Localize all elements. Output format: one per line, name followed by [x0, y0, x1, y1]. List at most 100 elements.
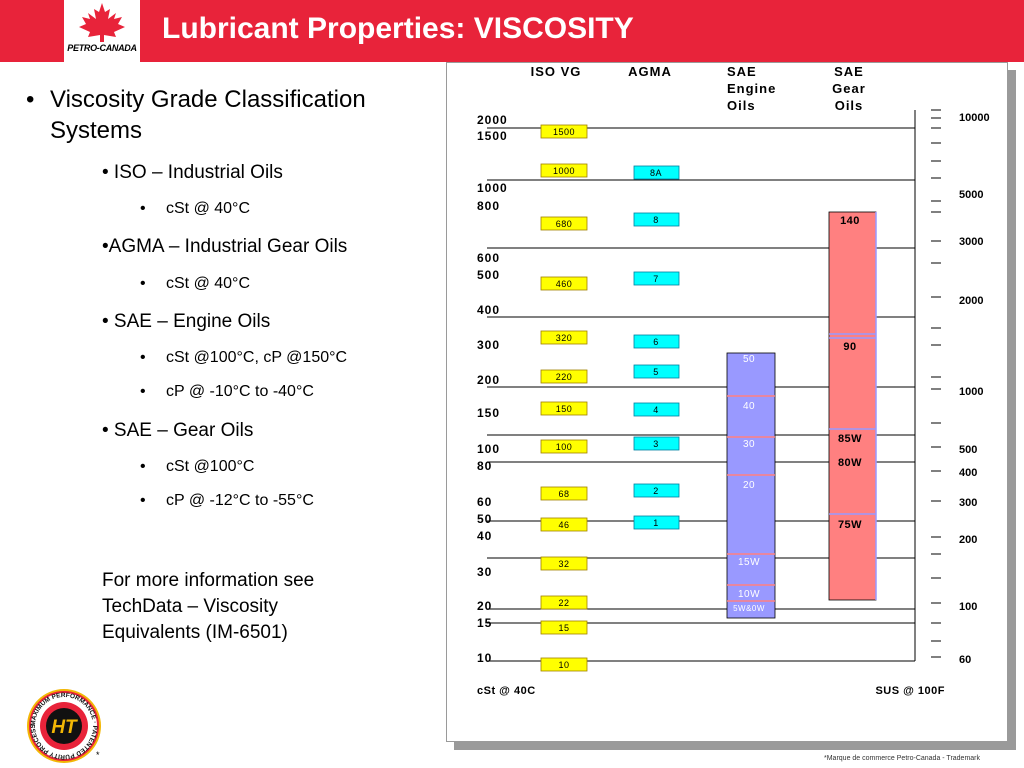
right-axis-tick-label: 1000	[959, 386, 983, 398]
badge-center-text: HT	[51, 717, 78, 738]
right-axis-tick-label: 200	[959, 534, 977, 546]
sae-engine-grade-label: 15W	[738, 557, 760, 568]
bullet-sae-gear-unit1: cSt @100°C	[166, 458, 255, 475]
bullet-iso: • ISO – Industrial Oils	[102, 162, 283, 183]
iso-grade-box	[540, 556, 588, 571]
logo-trademark: *	[136, 44, 140, 53]
right-axis-label: SUS @ 100F	[875, 685, 945, 697]
left-axis-tick-label: 20	[477, 599, 492, 613]
agma-grade-box	[633, 364, 680, 379]
right-axis-tick-label: 3000	[959, 236, 983, 248]
right-axis-tick-label: 100	[959, 601, 977, 613]
agma-grade-box	[633, 436, 680, 451]
sae-gear-grade-label: 90	[843, 341, 856, 353]
bullet-viscosity-grade: Viscosity Grade Classification	[50, 86, 366, 113]
left-axis-tick-label: 100	[477, 442, 500, 456]
column-header-sae_gear: Oils	[835, 98, 864, 113]
agma-grade-label: 2	[653, 486, 659, 496]
right-axis-tick-label: 60	[959, 654, 971, 666]
sae-engine-grade-label: 5W&0W	[733, 604, 765, 613]
column-header-agma: AGMA	[628, 64, 672, 79]
column-header-sae_gear: Gear	[832, 81, 866, 96]
sub-bullet-marker: •	[140, 349, 146, 366]
bullet-sae-engine: • SAE – Engine Oils	[102, 311, 271, 332]
iso-grade-label: 46	[558, 520, 569, 530]
iso-grade-box	[540, 401, 588, 416]
column-header-sae_engine: Engine	[727, 81, 776, 96]
column-header-iso: ISO VG	[531, 64, 582, 79]
agma-grade-box	[633, 483, 680, 498]
bullet-marker: •	[26, 86, 35, 113]
column-header-sae_engine: SAE	[727, 64, 757, 79]
sae-engine-grade-label: 20	[743, 480, 755, 491]
more-info-line: For more information see	[102, 570, 315, 591]
left-axis-tick-label: 800	[477, 199, 500, 213]
left-axis-tick-label: 200	[477, 373, 500, 387]
left-axis-tick-label: 60	[477, 495, 492, 509]
iso-grade-box	[540, 330, 588, 345]
agma-grade-box	[633, 334, 680, 349]
iso-grade-box	[540, 620, 588, 635]
agma-grade-label: 6	[653, 337, 659, 347]
iso-grade-label: 68	[558, 489, 569, 499]
iso-grade-label: 32	[558, 559, 569, 569]
left-axis-tick-label: 500	[477, 268, 500, 282]
logo-wordmark: PETRO-CANADA	[67, 43, 137, 53]
sae-engine-column	[726, 352, 776, 619]
iso-grade-label: 22	[558, 598, 569, 608]
agma-grade-label: 8A	[650, 168, 662, 178]
sub-bullet-marker: •	[140, 492, 146, 509]
iso-grade-box	[540, 517, 588, 532]
column-header-sae_gear: SAE	[834, 64, 864, 79]
right-axis-tick-label: 400	[959, 467, 977, 479]
bullet-agma: •AGMA – Industrial Gear Oils	[102, 236, 348, 257]
left-axis-tick-label: 80	[477, 459, 492, 473]
bullet-sae-gear: • SAE – Gear Oils	[102, 420, 254, 441]
iso-grade-label: 100	[556, 442, 573, 452]
agma-grade-label: 1	[653, 518, 659, 528]
iso-grade-box	[540, 486, 588, 501]
iso-grade-label: 150	[556, 404, 573, 414]
left-axis-tick-label: 300	[477, 338, 500, 352]
iso-grade-label: 460	[556, 279, 573, 289]
left-axis-tick-label: 400	[477, 303, 500, 317]
ht-badge-icon: MAXIMUM PERFORMANCE · PATENTED PURITY PR…	[27, 689, 101, 763]
iso-grade-label: 15	[558, 623, 569, 633]
agma-grade-box	[633, 212, 680, 227]
agma-grade-label: 8	[653, 215, 659, 225]
iso-grade-box	[540, 276, 588, 291]
sub-bullet-marker: •	[140, 383, 146, 400]
sub-bullet-marker: •	[140, 458, 146, 475]
sae-engine-grade-label: 10W	[738, 589, 760, 600]
sae-engine-grade-label: 50	[743, 354, 755, 365]
title-bar: PETRO-CANADA * Lubricant Properties: VIS…	[0, 0, 1024, 62]
iso-grade-box	[540, 124, 588, 139]
left-axis-tick-label: 40	[477, 529, 492, 543]
bullet-systems: Systems	[50, 117, 143, 144]
right-axis-tick-label: 10000	[959, 112, 990, 124]
bullet-sae-engine-unit2: cP @ -10°C to -40°C	[166, 383, 314, 400]
iso-grade-box	[540, 369, 588, 384]
sae-gear-grade-label: 80W	[838, 457, 862, 469]
left-axis-tick-label: 15	[477, 616, 492, 630]
bullet-iso-unit: cSt @ 40°C	[166, 200, 250, 217]
more-info-note: For more information see TechData – Visc…	[102, 568, 314, 646]
iso-grade-box	[540, 657, 588, 672]
right-axis-tick-label: 5000	[959, 189, 983, 201]
viscosity-comparison-chart: ISO VG AGMA SAEEngineOilsSAEGearOils200015…	[477, 64, 990, 697]
right-axis-tick-label: 500	[959, 444, 977, 456]
maple-leaf-icon	[79, 3, 125, 42]
left-axis-tick-label: 1000	[477, 181, 508, 195]
left-axis-tick-label: 1500	[477, 129, 508, 143]
iso-grade-box	[540, 163, 588, 178]
agma-grade-box	[633, 165, 680, 180]
sub-bullet-marker: •	[140, 275, 146, 292]
trademark-note: *Marque de commerce Petro-Canada - Trade…	[824, 755, 981, 762]
left-axis-tick-label: 30	[477, 565, 492, 579]
left-axis-tick-label: 600	[477, 251, 500, 265]
agma-grade-box	[633, 402, 680, 417]
more-info-line: TechData – Viscosity	[102, 596, 279, 617]
page-title: Lubricant Properties: VISCOSITY	[162, 12, 634, 45]
iso-grade-box	[540, 595, 588, 610]
petro-canada-logo: PETRO-CANADA *	[64, 0, 140, 62]
